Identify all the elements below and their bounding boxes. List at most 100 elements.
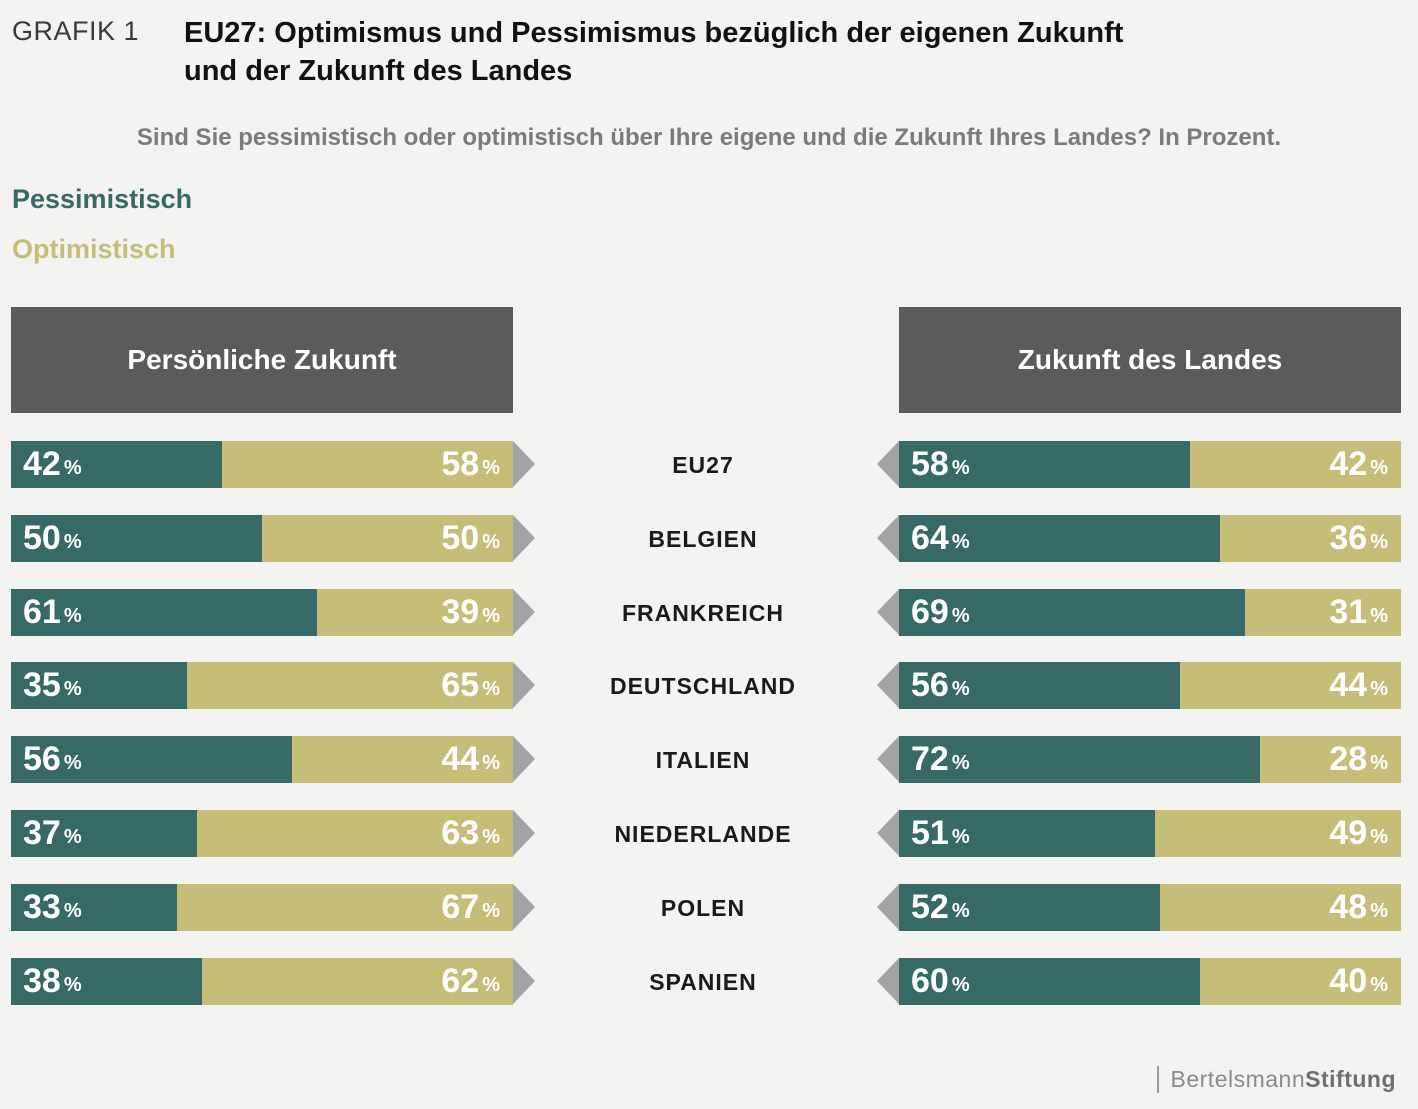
label-pessimistisch-value: 58: [911, 445, 949, 483]
bar-row-persoenlich-frankreich: 61% 39%: [11, 589, 513, 636]
bar-pessimistisch: [899, 662, 1181, 709]
country-label-frankreich: FRANKREICH: [621, 600, 785, 626]
arrow-right-icon: [513, 884, 535, 930]
label-pessimistisch-value: 72: [911, 740, 949, 778]
label-optimistisch: 28%: [1329, 736, 1388, 783]
label-optimistisch-unit: %: [482, 605, 500, 627]
bar-optimistisch: [1200, 958, 1401, 1005]
bar-row-land-spanien: 60% 40%: [899, 958, 1401, 1005]
bar-pessimistisch: [11, 884, 177, 931]
label-optimistisch-value: 49: [1329, 814, 1368, 852]
label-pessimistisch-value: 52: [911, 888, 949, 926]
label-pessimistisch: 38%: [23, 958, 82, 1005]
label-optimistisch-unit: %: [482, 826, 500, 848]
figure-number: GRAFIK 1: [12, 16, 140, 46]
label-optimistisch-value: 44: [441, 740, 480, 778]
label-optimistisch-value: 48: [1329, 888, 1368, 926]
arrow-right-icon: [513, 589, 535, 635]
label-pessimistisch-value: 50: [23, 519, 61, 557]
arrow-left-icon: [877, 515, 899, 561]
label-pessimistisch: 52%: [911, 884, 970, 931]
bar-optimistisch: [262, 515, 513, 562]
label-pessimistisch: 50%: [23, 515, 82, 562]
label-pessimistisch-unit: %: [63, 752, 82, 774]
label-pessimistisch-value: 33: [23, 888, 61, 926]
bar-pessimistisch: [11, 589, 318, 636]
arrow-right-icon: [513, 662, 535, 708]
label-pessimistisch: 72%: [911, 736, 970, 783]
label-optimistisch: 31%: [1329, 589, 1388, 636]
label-pessimistisch-unit: %: [63, 678, 82, 700]
label-optimistisch: 44%: [441, 736, 500, 783]
label-pessimistisch-unit: %: [951, 678, 970, 700]
bar-pessimistisch: [11, 662, 187, 709]
label-optimistisch-value: 62: [441, 962, 480, 1000]
label-optimistisch: 44%: [1329, 662, 1388, 709]
label-optimistisch-unit: %: [482, 678, 500, 700]
label-pessimistisch-unit: %: [951, 605, 970, 627]
bar-optimistisch: [1155, 810, 1401, 857]
label-pessimistisch-unit: %: [63, 605, 82, 627]
label-pessimistisch-unit: %: [63, 457, 82, 479]
label-pessimistisch: 56%: [911, 662, 970, 709]
label-optimistisch: 63%: [441, 810, 500, 857]
bar-optimistisch: [317, 589, 513, 636]
label-optimistisch-value: 42: [1329, 445, 1368, 483]
legend-pessimistisch: Pessimistisch: [12, 184, 193, 214]
chart-title: EU27: Optimismus und Pessimismus bezügli…: [184, 14, 1184, 90]
arrow-left-icon: [877, 884, 899, 930]
label-optimistisch-value: 31: [1329, 593, 1368, 631]
bertelsmann-stiftung-logo: BertelsmannStiftung: [1156, 1066, 1396, 1093]
label-pessimistisch: 56%: [23, 736, 82, 783]
label-optimistisch-value: 63: [441, 814, 480, 852]
label-pessimistisch: 42%: [23, 441, 82, 488]
bar-pessimistisch: [899, 736, 1261, 783]
label-pessimistisch: 61%: [23, 589, 82, 636]
label-pessimistisch-value: 42: [23, 445, 61, 483]
label-pessimistisch-value: 64: [911, 519, 949, 557]
label-optimistisch-unit: %: [1370, 457, 1388, 479]
bar-optimistisch: [1190, 441, 1401, 488]
label-optimistisch-value: 36: [1329, 519, 1368, 557]
label-optimistisch: 48%: [1329, 884, 1388, 931]
bar-row-land-deutschland: 56% 44%: [899, 662, 1401, 709]
arrow-left-icon: [877, 589, 899, 635]
label-pessimistisch-value: 37: [23, 814, 61, 852]
label-optimistisch-unit: %: [482, 457, 500, 479]
bar-optimistisch: [1180, 662, 1401, 709]
label-optimistisch-unit: %: [1370, 974, 1388, 996]
label-pessimistisch-unit: %: [951, 900, 970, 922]
label-pessimistisch-value: 60: [911, 962, 949, 1000]
chart-title-line-2: und der Zukunft des Landes: [184, 55, 573, 87]
bar-row-land-italien: 72% 28%: [899, 736, 1401, 783]
chart-title-line-1: EU27: Optimismus und Pessimismus bezügli…: [184, 17, 1124, 49]
label-pessimistisch-unit: %: [951, 974, 970, 996]
label-optimistisch-unit: %: [1370, 752, 1388, 774]
label-optimistisch-unit: %: [1370, 678, 1388, 700]
bar-row-persoenlich-spanien: 38% 62%: [11, 958, 513, 1005]
country-label-deutschland: DEUTSCHLAND: [609, 673, 797, 699]
bar-optimistisch: [201, 958, 513, 1005]
bar-row-land-niederlande: 51% 49%: [899, 810, 1401, 857]
bar-pessimistisch: [899, 589, 1246, 636]
label-optimistisch-unit: %: [1370, 900, 1388, 922]
bar-optimistisch: [196, 810, 513, 857]
label-pessimistisch-unit: %: [63, 531, 82, 553]
arrow-left-icon: [877, 662, 899, 708]
label-optimistisch-unit: %: [482, 752, 500, 774]
label-pessimistisch-value: 61: [23, 593, 61, 631]
country-label-spanien: SPANIEN: [649, 969, 757, 995]
label-optimistisch: 39%: [441, 589, 500, 636]
label-optimistisch: 49%: [1329, 810, 1388, 857]
label-pessimistisch-value: 56: [911, 666, 949, 704]
label-optimistisch-value: 44: [1329, 666, 1368, 704]
label-pessimistisch: 58%: [911, 441, 970, 488]
label-pessimistisch-value: 51: [911, 814, 949, 852]
label-pessimistisch: 69%: [911, 589, 970, 636]
label-pessimistisch-unit: %: [63, 826, 82, 848]
label-optimistisch: 58%: [441, 441, 500, 488]
bar-row-land-polen: 52% 48%: [899, 884, 1401, 931]
label-pessimistisch-value: 35: [23, 666, 61, 704]
bar-row-persoenlich-deutschland: 35% 65%: [11, 662, 513, 709]
logo-text-light: Bertelsmann: [1170, 1066, 1306, 1092]
